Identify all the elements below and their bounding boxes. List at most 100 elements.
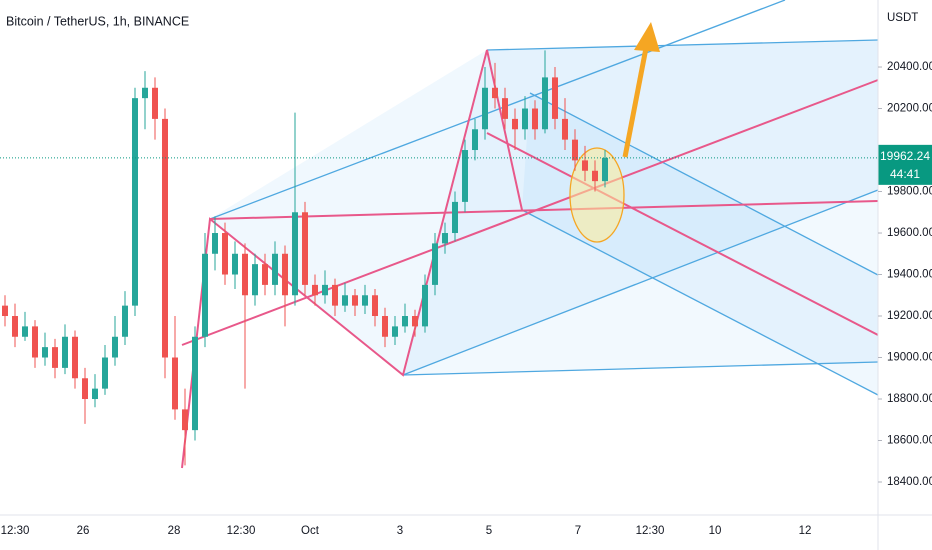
candle-body [122,305,128,337]
candle-body [512,118,518,130]
candle-body [332,284,338,306]
candle-body [522,108,528,130]
last-price-box [878,144,932,185]
x-tick-label: 10 [709,525,722,537]
chart-title: Bitcoin / TetherUS, 1h, BINANCE [6,14,189,28]
candle-body [212,233,218,254]
candle-body [272,253,278,285]
median-line [181,79,879,346]
y-tick-label: 20400.00 [887,61,932,73]
x-tick-label: 12:30 [227,525,256,537]
candle-body [102,357,108,389]
candle-body [602,157,608,182]
last-price-label: 19962.24 [880,149,930,163]
candle-body [382,316,388,337]
x-tick-label: 5 [486,525,492,537]
candle-body [442,233,448,244]
y-tick-label: 18400.00 [887,476,932,488]
candle-body [32,326,38,358]
trend-line [529,92,879,276]
candle-body [302,212,308,285]
median-line [486,132,879,336]
candle-body [292,212,298,296]
candle-body [182,409,188,431]
candle-body [582,160,588,171]
y-tick-label: 19000.00 [887,352,932,364]
candle-body [152,87,158,119]
candle-body [532,108,538,130]
countdown: 44:41 [890,167,920,181]
trend-line [486,39,879,51]
candle-body [462,150,468,202]
x-tick-label: 12:30 [636,525,665,537]
candle-body [62,336,68,368]
candle-body [22,326,28,337]
y-tick-label: 19200.00 [887,310,932,322]
candle-body [402,316,408,327]
candle-body [392,326,398,337]
candle-body [322,284,328,296]
candle-body [252,264,258,296]
candle-body [42,347,48,358]
trend-line [209,0,786,220]
trend-line [521,209,879,396]
candle-body [72,336,78,379]
candle-body [592,170,598,182]
y-tick-label: 19400.00 [887,269,932,281]
y-tick-label: 19600.00 [887,227,932,239]
axis-unit: USDT [887,12,918,24]
candle-body [552,77,558,119]
candle-body [282,253,288,296]
candle-body [202,253,208,337]
candle-body [132,98,138,306]
candle-body [2,305,8,317]
zigzag [181,49,523,469]
candle-body [492,87,498,99]
candle-body [142,87,148,99]
candle-body [432,243,438,285]
candle-body [112,336,118,358]
candle-body [242,253,248,296]
candle-body [472,129,478,151]
candle-body [562,118,568,140]
candle-body [162,118,168,358]
candle-body [52,347,58,368]
y-tick-label: 20200.00 [887,103,932,115]
y-tick-label: 18600.00 [887,435,932,447]
arrow-head [634,22,660,52]
candle-body [232,253,238,275]
candle-body [12,316,18,337]
candle-body [452,201,458,234]
candle-body [572,139,578,161]
candle-body [262,264,268,285]
candle-body [342,295,348,306]
y-tick-label: 19800.00 [887,186,932,198]
candles [2,50,608,466]
candle-body [192,336,198,431]
candle-body [542,77,548,130]
x-tick-label: 28 [168,525,181,537]
candle-body [222,233,228,275]
median-line [209,200,879,220]
y-tick-label: 18800.00 [887,393,932,405]
candle-body [362,295,368,306]
candle-body [502,98,508,119]
x-tick-label: 26 [77,525,90,537]
drawings [181,0,879,469]
x-tick-label: 7 [575,525,581,537]
candle-body [82,378,88,400]
x-tick-label: 12:30 [1,525,30,537]
candle-body [92,388,98,400]
trend-line [402,361,879,376]
candle-body [372,295,378,317]
candle-body [412,316,418,327]
highlight-ellipse [569,147,625,243]
candle-body [312,284,318,296]
x-tick-label: 12 [799,525,812,537]
candle-body [482,87,488,130]
x-tick-label: Oct [301,525,320,537]
trend-line [402,189,879,376]
candle-body [172,357,178,410]
candle-body [422,284,428,327]
